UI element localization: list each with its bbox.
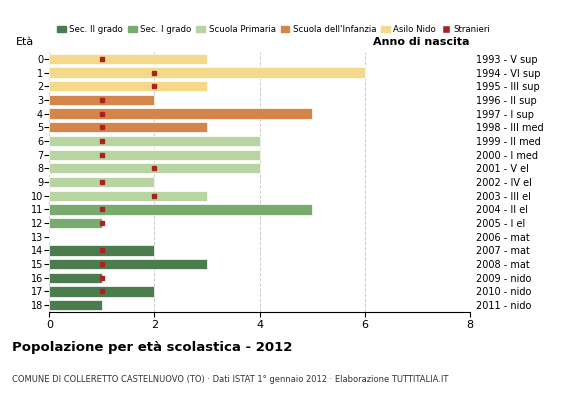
Text: Popolazione per età scolastica - 2012: Popolazione per età scolastica - 2012 xyxy=(12,341,292,354)
Bar xyxy=(49,245,154,256)
Bar xyxy=(49,95,154,105)
Bar xyxy=(49,177,154,187)
Bar xyxy=(49,204,312,214)
Bar xyxy=(49,136,260,146)
Bar xyxy=(49,150,260,160)
Text: Anno di nascita: Anno di nascita xyxy=(374,37,470,47)
Bar xyxy=(49,54,207,64)
Bar xyxy=(49,218,102,228)
Bar xyxy=(49,122,207,132)
Legend: Sec. II grado, Sec. I grado, Scuola Primaria, Scuola dell'Infanzia, Asilo Nido, : Sec. II grado, Sec. I grado, Scuola Prim… xyxy=(53,22,494,37)
Bar xyxy=(49,286,154,297)
Bar xyxy=(49,108,312,119)
Bar xyxy=(49,81,207,91)
Bar xyxy=(49,190,207,201)
Text: Età: Età xyxy=(16,37,34,47)
Bar xyxy=(49,273,102,283)
Bar xyxy=(49,163,260,174)
Bar xyxy=(49,259,207,269)
Bar xyxy=(49,300,102,310)
Text: COMUNE DI COLLERETTO CASTELNUOVO (TO) · Dati ISTAT 1° gennaio 2012 · Elaborazion: COMUNE DI COLLERETTO CASTELNUOVO (TO) · … xyxy=(12,375,448,384)
Bar xyxy=(49,67,365,78)
